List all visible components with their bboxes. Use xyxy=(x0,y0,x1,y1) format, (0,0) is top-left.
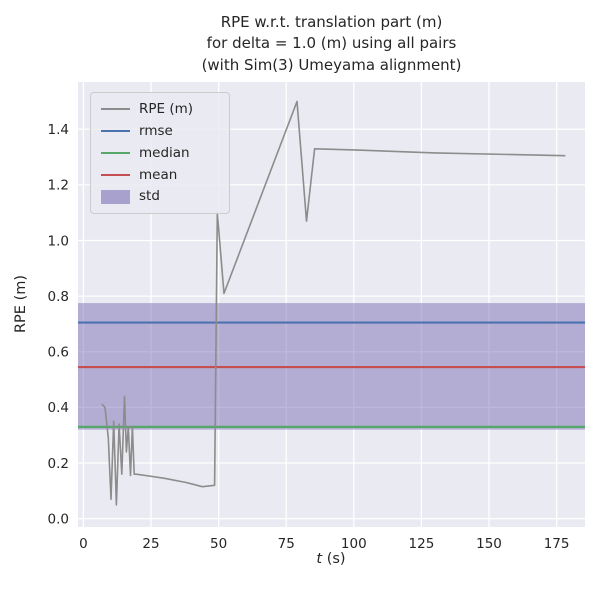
legend-line-swatch xyxy=(101,130,130,133)
y-tick-label: 1.2 xyxy=(48,178,69,194)
y-tick-label: 0.0 xyxy=(48,511,69,527)
legend-item-rmse: rmse xyxy=(101,122,217,139)
legend-item-rpe: RPE (m) xyxy=(101,102,217,117)
x-axis-label-variable: t xyxy=(316,551,323,567)
x-tick-label: 0 xyxy=(79,536,88,552)
legend-label-rmse: rmse xyxy=(139,122,173,139)
x-axis-label-unit: (s) xyxy=(322,551,346,567)
legend-item-mean: mean xyxy=(101,166,217,183)
y-tick-label: 1.0 xyxy=(48,233,69,249)
y-tick-label: 0.2 xyxy=(48,456,69,472)
legend-item-std: std xyxy=(101,189,217,204)
x-tick-label: 100 xyxy=(341,536,367,552)
x-tick-label: 175 xyxy=(544,536,570,552)
y-tick-label: 1.4 xyxy=(48,122,69,138)
legend-line-swatch xyxy=(101,108,130,111)
chart-title: RPE w.r.t. translation part (m) for delt… xyxy=(78,12,585,76)
legend-label-std: std xyxy=(139,188,160,205)
legend: RPE (m) rmse median mean std xyxy=(90,92,230,215)
x-tick-label: 75 xyxy=(278,536,295,552)
legend-item-median: median xyxy=(101,144,217,161)
x-axis-label: t (s) xyxy=(316,551,345,567)
x-tick-label: 150 xyxy=(476,536,502,552)
chart-title-line-2: for delta = 1.0 (m) using all pairs xyxy=(206,34,457,53)
legend-patch-swatch xyxy=(101,189,130,204)
legend-label-median: median xyxy=(139,144,190,161)
x-tick-label: 125 xyxy=(409,536,435,552)
legend-label-mean: mean xyxy=(139,166,178,183)
chart-title-line-1: RPE w.r.t. translation part (m) xyxy=(220,13,443,31)
y-tick-label: 0.4 xyxy=(48,400,69,416)
legend-label-rpe: RPE (m) xyxy=(139,101,194,117)
legend-line-swatch xyxy=(101,173,130,176)
y-axis-label: RPE (m) xyxy=(13,274,29,334)
y-tick-label: 0.6 xyxy=(48,345,69,361)
series-rpe xyxy=(101,100,566,506)
y-tick-label: 0.8 xyxy=(48,289,69,305)
legend-line-swatch xyxy=(101,152,130,155)
x-tick-label: 50 xyxy=(210,536,227,552)
x-tick-label: 25 xyxy=(142,536,159,552)
chart-title-line-3: (with Sim(3) Umeyama alignment) xyxy=(201,55,462,74)
